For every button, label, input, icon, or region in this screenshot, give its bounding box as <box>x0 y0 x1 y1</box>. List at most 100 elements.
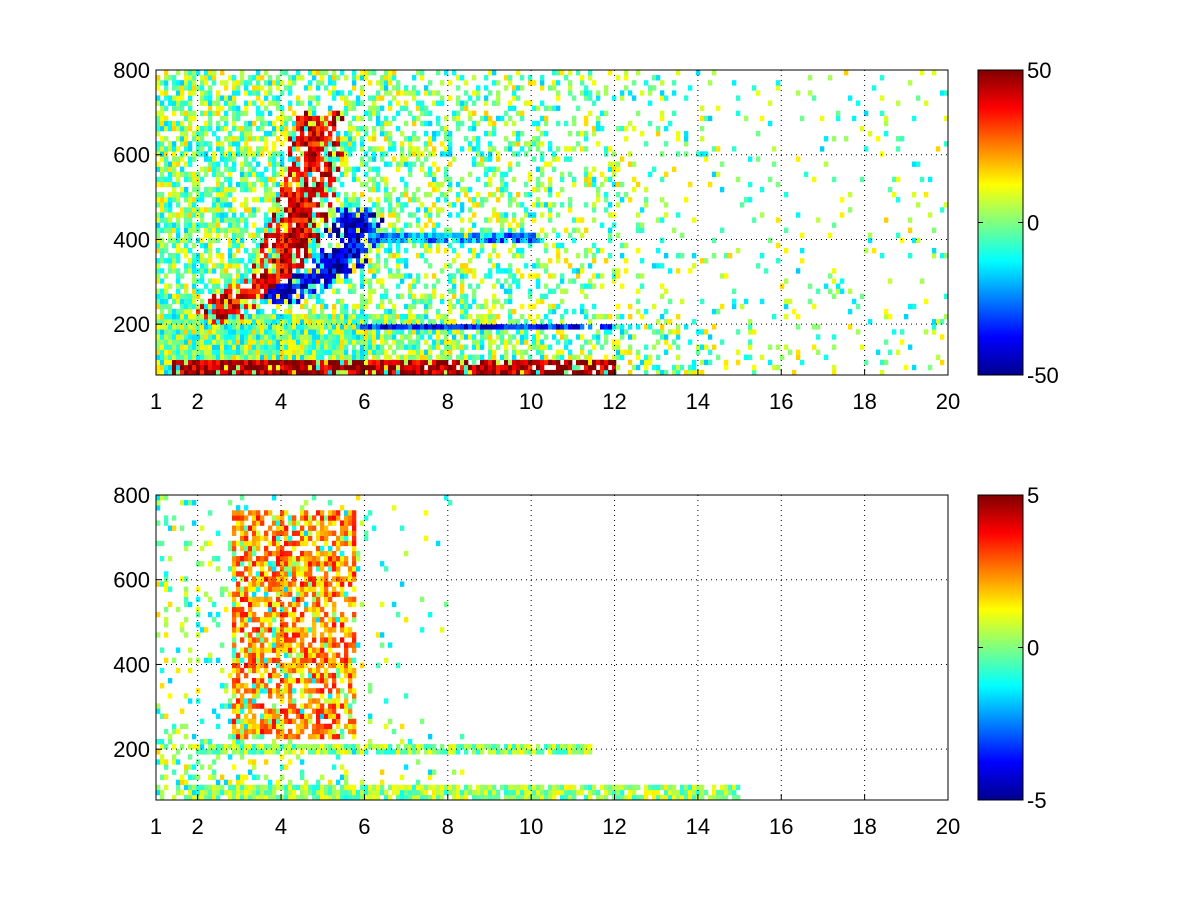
heatmap-cell <box>488 308 493 315</box>
heatmap-cell <box>404 222 409 228</box>
heatmap-cell <box>384 161 389 167</box>
heatmap-cell <box>264 186 269 193</box>
heatmap-cell <box>544 369 549 376</box>
heatmap-cell <box>540 80 545 86</box>
heatmap-cell <box>660 369 665 376</box>
heatmap-cell <box>416 324 421 330</box>
heatmap-cell <box>288 192 293 198</box>
heatmap-cell <box>184 329 189 335</box>
heatmap-cell <box>200 136 205 142</box>
heatmap-cell <box>436 131 441 137</box>
heatmap-cell <box>408 344 413 350</box>
heatmap-cell <box>212 288 217 294</box>
heatmap-cell <box>288 171 293 178</box>
heatmap-cell <box>268 298 273 305</box>
heatmap-cell <box>172 75 177 81</box>
heatmap-cell <box>408 171 413 178</box>
heatmap-cell <box>364 217 369 223</box>
heatmap-cell <box>228 75 233 81</box>
heatmap-cell <box>324 181 329 188</box>
heatmap-cell <box>200 319 205 325</box>
heatmap-cell <box>380 120 385 127</box>
heatmap-cell <box>200 344 205 350</box>
heatmap-cell <box>300 197 305 203</box>
heatmap-cell <box>184 693 189 699</box>
heatmap-cell <box>268 217 273 223</box>
heatmap-cell <box>528 80 533 86</box>
heatmap-cell <box>244 617 249 623</box>
heatmap-cell <box>216 212 221 218</box>
heatmap-cell <box>448 329 453 335</box>
heatmap-cell <box>284 176 289 183</box>
heatmap-cell <box>320 141 325 147</box>
heatmap-cell <box>212 186 217 193</box>
heatmap-cell <box>368 232 373 239</box>
heatmap-cell <box>176 95 181 101</box>
heatmap-cell <box>544 120 549 127</box>
heatmap-cell <box>192 90 197 96</box>
heatmap-cell <box>584 227 589 233</box>
heatmap-cell <box>216 369 221 376</box>
heatmap-cell <box>172 515 177 521</box>
heatmap-cell <box>716 308 721 315</box>
heatmap-cell <box>332 263 337 269</box>
heatmap-cell <box>268 85 273 91</box>
heatmap-cell <box>212 334 217 340</box>
heatmap-cell <box>164 151 169 157</box>
heatmap-cell <box>724 359 729 366</box>
heatmap-cell <box>208 110 213 117</box>
heatmap-cell <box>376 278 381 284</box>
heatmap-cell <box>488 181 493 188</box>
heatmap-cell <box>228 545 233 552</box>
heatmap-cell <box>672 364 677 371</box>
heatmap-cell <box>544 105 549 111</box>
heatmap-cell <box>232 723 237 730</box>
heatmap-cell <box>232 657 237 664</box>
heatmap-cell <box>504 344 509 350</box>
heatmap-cell <box>304 258 309 264</box>
heatmap-cell <box>220 789 225 796</box>
heatmap-cell <box>404 136 409 142</box>
heatmap-cell <box>484 171 489 178</box>
heatmap-cell <box>192 212 197 218</box>
heatmap-cell <box>604 146 609 152</box>
heatmap-cell <box>368 136 373 142</box>
heatmap-cell <box>328 212 333 218</box>
heatmap-cell <box>384 263 389 269</box>
heatmap-cell <box>280 319 285 325</box>
heatmap-cell <box>304 334 309 340</box>
heatmap-cell <box>360 232 365 239</box>
heatmap-cell <box>240 242 245 249</box>
heatmap-cell <box>592 176 597 183</box>
heatmap-cell <box>284 349 289 355</box>
heatmap-cell <box>460 242 465 249</box>
heatmap-cell <box>388 70 393 76</box>
heatmap-cell <box>368 222 373 228</box>
heatmap-cell <box>304 141 309 147</box>
heatmap-cell <box>280 212 285 218</box>
heatmap-cell <box>300 303 305 310</box>
heatmap-cell <box>424 212 429 218</box>
heatmap-cell <box>400 146 405 152</box>
heatmap-cell <box>240 561 245 567</box>
heatmap-cell <box>424 369 429 376</box>
heatmap-cell <box>692 253 697 259</box>
heatmap-cell <box>160 202 165 208</box>
heatmap-cell <box>648 90 653 96</box>
heatmap-cell <box>500 283 505 289</box>
heatmap-cell <box>316 278 321 284</box>
heatmap-cell <box>176 258 181 264</box>
heatmap-cell <box>456 369 461 376</box>
heatmap-cell <box>412 146 417 152</box>
heatmap-cell <box>220 105 225 111</box>
heatmap-cell <box>296 273 301 279</box>
heatmap-cell <box>228 171 233 178</box>
heatmap-cell <box>660 176 665 183</box>
heatmap-cell <box>248 125 253 132</box>
heatmap-cell <box>336 258 341 264</box>
heatmap-cell <box>192 500 197 506</box>
heatmap-cell <box>484 303 489 310</box>
heatmap-cell <box>628 151 633 157</box>
heatmap-cell <box>444 319 449 325</box>
heatmap-cell <box>344 166 349 172</box>
